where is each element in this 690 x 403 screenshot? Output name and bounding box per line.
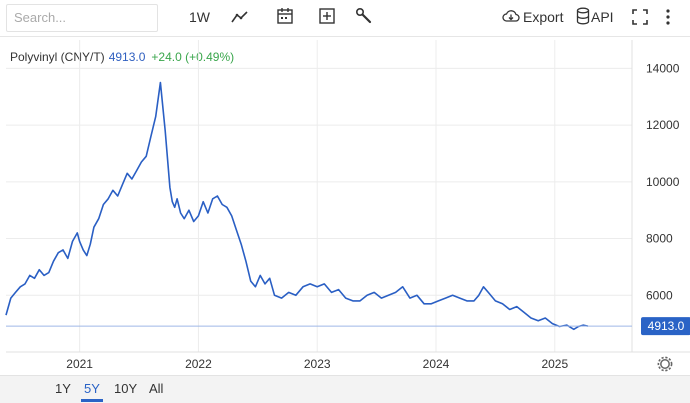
search-box[interactable] (6, 4, 158, 32)
fullscreen-icon[interactable] (631, 8, 649, 26)
series-line (5, 81, 589, 331)
database-icon[interactable] (576, 7, 590, 25)
x-tick-label: 2021 (66, 357, 93, 371)
x-tick-label: 2022 (185, 357, 212, 371)
calendar-icon[interactable] (276, 7, 294, 25)
last-price: 4913.0 (108, 50, 146, 64)
last-price-badge: 4913.0 (641, 317, 690, 336)
grid-lines (6, 40, 690, 353)
cloud-download-icon[interactable] (502, 8, 520, 24)
range-all[interactable]: All (149, 381, 164, 396)
more-vertical-icon[interactable] (664, 8, 672, 26)
x-tick-label: 2025 (541, 357, 568, 371)
active-range-indicator (81, 399, 103, 402)
y-tick-label: 14000 (646, 61, 680, 75)
export-button[interactable]: Export (523, 9, 564, 25)
add-box-icon[interactable] (318, 7, 336, 25)
price-chart[interactable]: 6000 8000 10000 12000 14000 2021 2022 2023 2024… (0, 0, 690, 375)
last-price-badge-label: 4913.0 (648, 319, 685, 333)
y-tick-label: 8000 (646, 232, 673, 246)
interval-button[interactable]: 1W (189, 9, 210, 25)
range-5y[interactable]: 5Y (84, 381, 100, 396)
settings-icon[interactable] (657, 356, 673, 372)
range-10y[interactable]: 10Y (114, 381, 138, 396)
y-tick-label: 10000 (646, 175, 680, 189)
price-change: +24.0 (+0.49%) (151, 50, 235, 64)
line-chart-icon[interactable] (230, 9, 250, 25)
y-axis: 6000 8000 10000 12000 14000 (646, 61, 680, 302)
x-axis: 2021 2022 2023 2024 2025 (66, 357, 568, 371)
x-tick-label: 2024 (423, 357, 450, 371)
search-input[interactable] (7, 5, 154, 29)
toolbar: 1W Export API (0, 0, 690, 37)
chart-legend: Polyvinyl (CNY/T) 4913.0 +24.0 (+0.49%) (10, 50, 234, 64)
x-tick-label: 2023 (304, 357, 331, 371)
y-tick-label: 6000 (646, 288, 673, 302)
api-button[interactable]: API (591, 9, 614, 25)
wrench-icon[interactable] (355, 7, 373, 25)
range-1y[interactable]: 1Y (55, 381, 71, 396)
range-bar (0, 375, 690, 403)
y-tick-label: 12000 (646, 118, 680, 132)
series-name: Polyvinyl (CNY/T) (10, 50, 105, 64)
